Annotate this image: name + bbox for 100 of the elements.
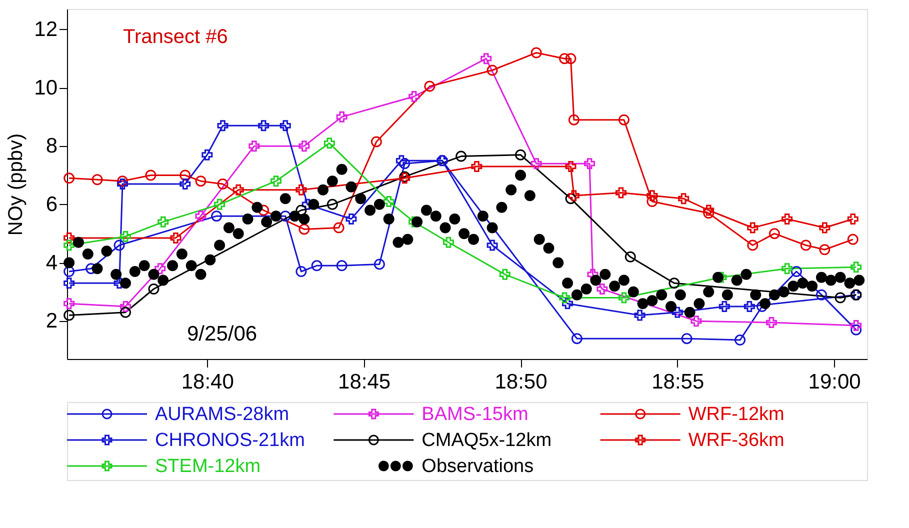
annotation: Transect #6 (123, 26, 228, 48)
point (202, 149, 213, 160)
y-tick-label: 6 (46, 192, 58, 216)
point (486, 64, 498, 76)
point (346, 214, 357, 224)
point (568, 114, 580, 126)
point (668, 278, 680, 289)
point (336, 111, 348, 122)
point (559, 53, 570, 64)
point (296, 266, 307, 277)
point (333, 222, 344, 234)
point (678, 193, 690, 204)
point (790, 266, 802, 277)
point (311, 260, 322, 272)
point (64, 266, 75, 277)
point (850, 324, 862, 336)
point (120, 306, 131, 318)
x-tick-label: 18:55 (652, 370, 704, 394)
legend-label: CHRONOS-21km (155, 430, 305, 451)
y-tick-label: 12 (34, 18, 58, 41)
y-tick-label: 2 (46, 310, 58, 333)
point (747, 222, 758, 234)
y-tick-label: 8 (46, 134, 58, 158)
annotation: 9/25/06 (187, 322, 258, 346)
point (766, 317, 777, 328)
point (718, 301, 730, 312)
point (530, 47, 542, 58)
point (64, 310, 75, 321)
point (280, 210, 291, 222)
point (471, 161, 482, 172)
y-tick-label: 4 (46, 251, 58, 274)
point (270, 176, 282, 187)
point (768, 228, 780, 240)
point (819, 244, 830, 256)
point (442, 236, 454, 248)
point (816, 289, 827, 300)
legend-label: WRF-12km (688, 404, 784, 425)
legend-label: CMAQ5x-12km (422, 430, 552, 451)
x-tick-label: 19:00 (808, 370, 861, 394)
point (180, 170, 191, 181)
point (565, 193, 576, 204)
point (64, 278, 75, 289)
point (195, 210, 206, 222)
point (396, 155, 407, 166)
point (634, 310, 646, 321)
legend-label: WRF-36km (688, 430, 784, 451)
point (782, 263, 793, 274)
point (145, 170, 156, 181)
x-tick-label: 18:50 (494, 370, 548, 394)
point (819, 222, 830, 234)
point (370, 136, 382, 148)
point (296, 184, 307, 196)
point (850, 262, 862, 273)
point (747, 240, 758, 251)
point (530, 158, 542, 170)
point (114, 240, 125, 251)
point (565, 161, 576, 172)
point (646, 190, 658, 202)
point (703, 204, 714, 216)
point (565, 53, 576, 64)
point (324, 138, 335, 149)
point (232, 184, 244, 196)
point (744, 301, 755, 312)
point (211, 210, 222, 222)
point (615, 187, 626, 198)
point (559, 292, 570, 304)
point (486, 240, 498, 251)
point (116, 178, 128, 190)
legend-label: BAMS-15km (422, 404, 528, 425)
y-axis-title: NOy (ppbv) (5, 133, 28, 236)
point (258, 204, 270, 216)
point (296, 204, 307, 216)
point (280, 120, 291, 132)
point (584, 158, 596, 170)
point (258, 120, 270, 132)
point (148, 284, 160, 294)
point (480, 53, 492, 64)
point (298, 224, 310, 235)
point (120, 301, 131, 312)
point (646, 196, 658, 207)
point (499, 268, 510, 280)
point (618, 292, 630, 304)
point (92, 174, 103, 186)
point (217, 120, 228, 132)
point (456, 150, 467, 162)
point (782, 214, 793, 224)
point (703, 208, 714, 219)
point (120, 231, 131, 242)
point (158, 216, 169, 228)
y-tick-label: 10 (34, 76, 58, 100)
point (800, 240, 812, 251)
point (596, 284, 608, 294)
point (298, 140, 310, 152)
legend-label: STEM-12km (155, 456, 261, 477)
x-tick-label: 18:40 (181, 370, 234, 394)
point (383, 196, 394, 207)
point (734, 334, 746, 346)
point (170, 232, 182, 244)
point (154, 263, 166, 274)
x-tick-label: 18:45 (338, 370, 391, 394)
